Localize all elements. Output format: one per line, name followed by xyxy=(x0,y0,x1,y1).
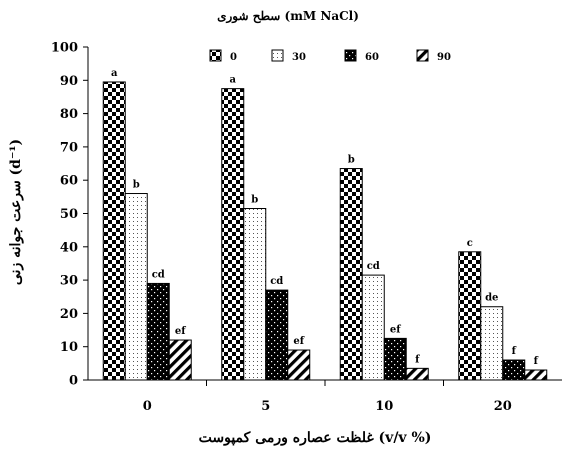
data-label: f xyxy=(512,346,517,357)
bar-5-90 xyxy=(287,349,311,381)
bar-0-30 xyxy=(124,193,148,381)
y-tick-label: 20 xyxy=(60,307,78,322)
bar-10-30 xyxy=(361,274,385,381)
data-label: b xyxy=(251,195,258,206)
y-tick-label: 50 xyxy=(60,207,78,222)
bar-5-30 xyxy=(243,208,267,381)
bar-20-30 xyxy=(480,306,504,381)
bar-0-0 xyxy=(102,81,126,381)
data-label: b xyxy=(348,155,355,166)
data-label: a xyxy=(230,75,237,86)
bar-10-90 xyxy=(405,367,429,381)
y-tick-label: 0 xyxy=(69,374,78,389)
data-label: ef xyxy=(175,326,186,337)
bar-10-0 xyxy=(339,168,363,381)
y-tick-label: 40 xyxy=(60,240,78,255)
data-label: f xyxy=(534,356,539,367)
y-tick-label: 10 xyxy=(60,340,78,355)
x-tick-label: 5 xyxy=(261,399,270,414)
data-label: f xyxy=(415,354,420,365)
legend-label: 30 xyxy=(292,52,306,63)
x-axis-label: غلظت عصاره ورمی کمپوست (v/v %) xyxy=(199,430,432,446)
y-tick-label: 80 xyxy=(60,107,78,122)
legend-swatch-30 xyxy=(271,49,284,62)
data-label: de xyxy=(485,293,498,304)
data-label: a xyxy=(111,68,118,79)
y-tick-label: 30 xyxy=(60,274,78,289)
x-tick-label: 20 xyxy=(494,399,512,414)
bar-20-90 xyxy=(524,369,548,381)
data-label: cd xyxy=(367,261,380,272)
bar-5-60 xyxy=(265,289,289,381)
bar-10-60 xyxy=(383,337,407,381)
data-label: ef xyxy=(390,324,401,335)
x-axis: 0 5 10 20 xyxy=(143,380,512,414)
y-axis: 0 10 20 30 40 50 60 70 80 90 100 xyxy=(51,41,88,389)
chart-title: سطح شوری (mM NaCl) xyxy=(217,9,359,24)
data-label: cd xyxy=(270,276,283,287)
bar-20-60 xyxy=(502,359,526,381)
legend: 0 30 60 90 xyxy=(209,49,451,63)
bar-0-60 xyxy=(146,282,170,381)
data-label: cd xyxy=(152,269,165,280)
legend-label: 90 xyxy=(437,52,451,63)
legend-swatch-0 xyxy=(209,49,222,62)
legend-swatch-60 xyxy=(344,49,357,62)
y-axis-label: سرعت جوانه زنی (d⁻¹) xyxy=(8,139,24,285)
y-tick-label: 90 xyxy=(60,74,78,89)
data-label: ef xyxy=(293,336,304,347)
legend-swatch-90 xyxy=(416,49,429,62)
bar-20-0 xyxy=(458,251,482,381)
x-tick-label: 10 xyxy=(375,399,393,414)
data-label: b xyxy=(133,180,140,191)
y-tick-label: 70 xyxy=(60,140,78,155)
y-tick-label: 60 xyxy=(60,174,78,189)
bar-5-0 xyxy=(221,88,245,381)
data-label: c xyxy=(467,238,473,249)
x-tick-label: 0 xyxy=(143,399,152,414)
bar-0-90 xyxy=(168,339,192,381)
y-tick-label: 100 xyxy=(51,41,78,56)
legend-label: 0 xyxy=(230,52,237,63)
legend-label: 60 xyxy=(365,52,379,63)
